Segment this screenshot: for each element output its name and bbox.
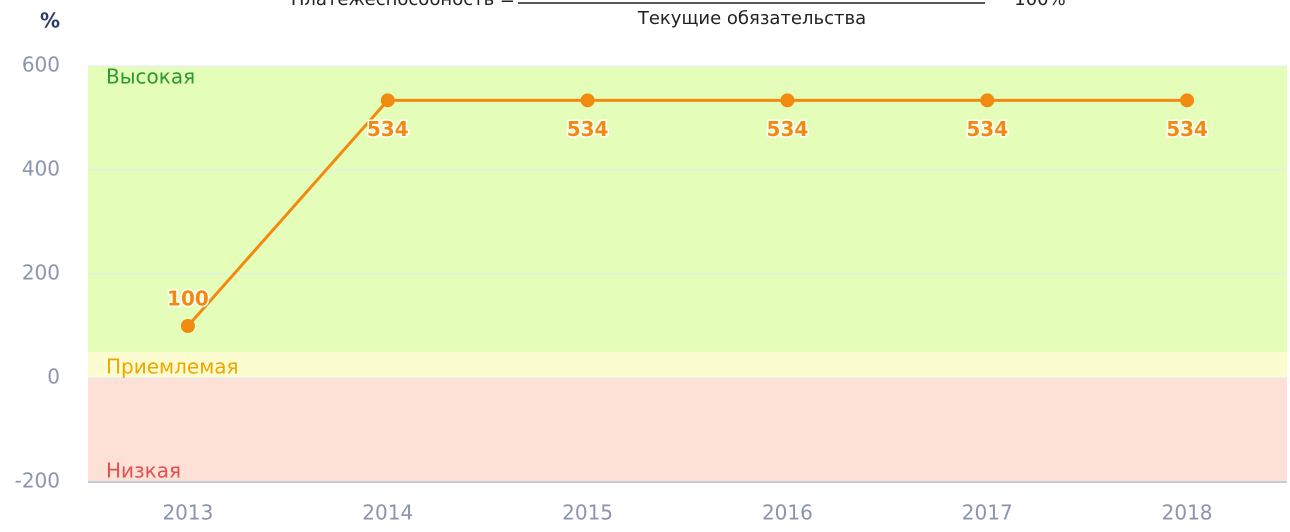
x-tick-label: 2018	[1162, 501, 1213, 525]
data-label: 534	[367, 117, 409, 141]
y-tick-label: 200	[22, 261, 60, 285]
x-tick-label: 2016	[762, 501, 813, 525]
line	[186, 98, 1188, 327]
y-axis-label: %	[40, 9, 60, 33]
y-tick-label: 600	[22, 53, 60, 77]
formula-left: Платежеспособность =	[291, 0, 515, 10]
formula-right: 100%	[1014, 0, 1065, 10]
point	[980, 93, 995, 108]
y-tick-label: -200	[15, 469, 60, 493]
zone-label: Высокая	[106, 65, 195, 89]
data-label: 534	[567, 117, 609, 141]
data-label: 534	[1166, 117, 1208, 141]
data-label: 100	[167, 287, 209, 311]
x-tick-label: 2015	[562, 501, 613, 525]
y-tick-label: 400	[22, 157, 60, 181]
y-tick-label: 0	[47, 365, 60, 389]
data-label: 534	[966, 117, 1008, 141]
x-tick-label: 2013	[162, 501, 213, 525]
point	[1180, 93, 1195, 108]
x-tick-label: 2014	[362, 501, 413, 525]
zone-label: Низкая	[106, 459, 181, 483]
data-label: 534	[767, 117, 809, 141]
formula-denominator: Текущие обязательства	[637, 8, 866, 29]
zone	[88, 378, 1287, 482]
zone	[88, 352, 1287, 378]
x-tick-label: 2017	[962, 501, 1013, 525]
point	[380, 93, 395, 108]
zone-label: Приемлемая	[106, 355, 239, 379]
point	[180, 319, 195, 333]
point	[580, 93, 595, 108]
zone	[88, 66, 1287, 352]
point	[780, 93, 795, 108]
